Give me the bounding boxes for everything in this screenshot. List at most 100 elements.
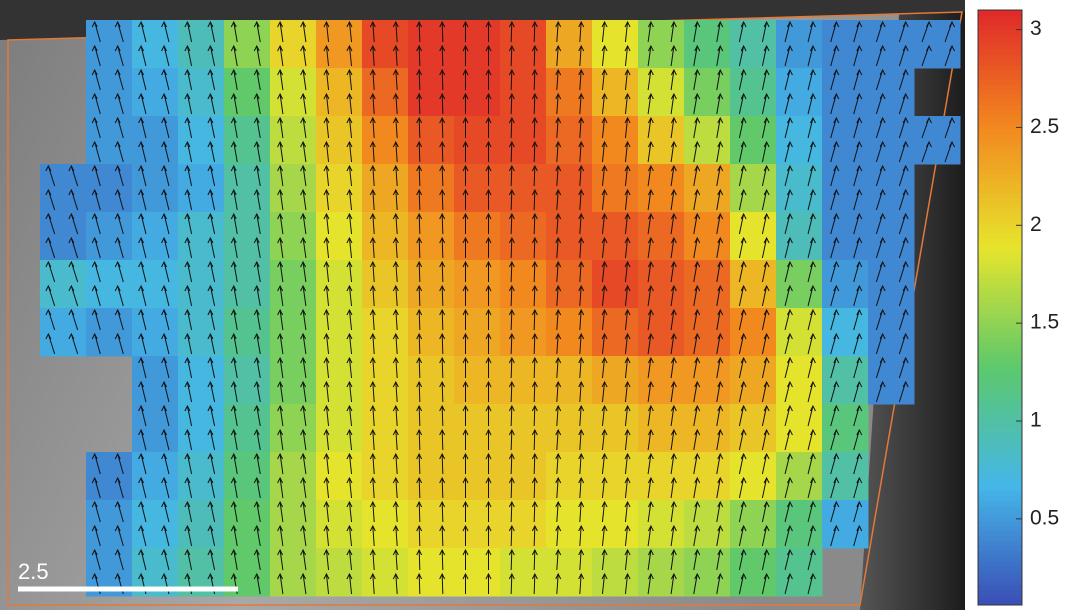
vector-arrow <box>277 212 284 235</box>
vector-arrow <box>161 524 170 547</box>
vector-arrow <box>346 572 353 595</box>
vector-arrow <box>531 140 538 163</box>
vector-arrow <box>485 500 492 522</box>
vector-arrow <box>416 356 423 379</box>
vector-arrow <box>830 524 840 547</box>
vector-arrow <box>230 524 238 547</box>
cell <box>730 260 777 309</box>
vector-arrow <box>830 500 840 523</box>
cell <box>178 356 225 405</box>
vector-arrow <box>693 356 701 379</box>
vector-arrow <box>784 404 793 427</box>
vector-arrow <box>555 164 562 187</box>
vector-arrow <box>184 20 193 43</box>
vector-arrow <box>184 92 193 115</box>
vector-arrow <box>207 68 216 91</box>
vector-arrow <box>761 572 770 595</box>
vector-arrow <box>230 356 238 379</box>
vector-arrow <box>578 188 585 211</box>
cell <box>316 356 363 405</box>
vector-arrow <box>508 20 515 43</box>
vector-arrow <box>184 524 193 547</box>
colorbar-swatch <box>978 381 1022 388</box>
cell <box>546 116 593 165</box>
vector-arrow <box>761 92 770 115</box>
vector-arrow <box>253 188 261 211</box>
vector-arrow <box>578 356 585 379</box>
cell <box>132 500 179 549</box>
cell <box>730 164 777 213</box>
vector-arrow <box>91 188 101 211</box>
vector-arrow <box>114 284 124 307</box>
vector-arrow <box>784 164 793 187</box>
vector-arrow <box>716 332 724 355</box>
vector-arrow <box>693 116 701 139</box>
vector-arrow <box>114 524 124 547</box>
vector-arrow <box>207 164 216 187</box>
vector-arrow <box>578 236 585 259</box>
vector-arrow <box>693 260 701 283</box>
vector-arrow <box>716 140 724 163</box>
vector-arrow <box>91 308 101 331</box>
vector-arrow <box>230 452 238 475</box>
vector-arrow <box>555 44 562 67</box>
vector-arrow <box>416 20 423 43</box>
vector-arrow <box>346 428 353 451</box>
vector-arrow <box>439 452 446 475</box>
vector-arrow <box>230 308 238 331</box>
vector-arrow <box>647 44 654 67</box>
vector-arrow <box>875 212 886 235</box>
vector-arrow <box>369 500 376 523</box>
vector-arrow <box>898 380 909 403</box>
vector-arrow <box>369 188 376 211</box>
vector-arrow <box>738 284 747 307</box>
cell <box>868 260 915 309</box>
vector-arrow <box>392 404 399 427</box>
vector-arrow <box>369 332 376 355</box>
vector-arrow <box>230 116 238 139</box>
vector-arrow <box>114 308 124 331</box>
colorbar-swatch <box>978 486 1022 492</box>
vector-arrow <box>300 116 307 139</box>
colorbar-swatch <box>978 411 1022 418</box>
vector-arrow <box>761 380 770 403</box>
cell <box>684 404 731 453</box>
vector-arrow <box>323 356 330 379</box>
vector-arrow <box>346 236 353 259</box>
vector-arrow <box>531 500 538 523</box>
vector-arrow <box>531 476 538 499</box>
cell <box>776 308 823 357</box>
vector-arrow <box>898 260 909 283</box>
vector-arrow <box>898 44 909 67</box>
vector-arrow <box>485 572 492 594</box>
vector-arrow <box>716 380 724 403</box>
vector-arrow <box>439 188 446 211</box>
vector-arrow <box>624 428 631 451</box>
cell <box>86 20 133 69</box>
vector-arrow <box>716 308 724 331</box>
vector-arrow <box>716 524 724 547</box>
vector-arrow <box>253 380 261 403</box>
vector-arrow <box>578 308 585 331</box>
vector-arrow <box>161 356 170 379</box>
vector-arrow <box>161 260 170 283</box>
vector-arrow <box>161 404 170 427</box>
vector-arrow <box>784 308 793 331</box>
vector-arrow <box>784 212 793 235</box>
vector-arrow <box>830 308 840 331</box>
cell <box>776 20 823 69</box>
vector-arrow <box>439 356 446 379</box>
cell <box>638 308 685 357</box>
vector-arrow <box>738 452 747 475</box>
vector-arrow <box>138 356 147 379</box>
vector-arrow <box>716 476 724 499</box>
colorbar-swatch <box>978 570 1022 576</box>
vector-arrow <box>68 284 79 307</box>
vector-arrow <box>369 380 376 403</box>
vector-arrow <box>784 260 793 283</box>
cell <box>270 164 317 213</box>
colorbar-swatch <box>978 188 1022 194</box>
cell <box>362 212 409 261</box>
cell <box>86 500 133 549</box>
vector-arrow <box>392 572 399 595</box>
